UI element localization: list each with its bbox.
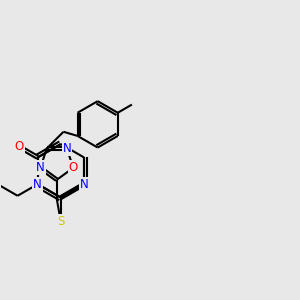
Text: N: N [33, 178, 42, 191]
Text: O: O [69, 161, 78, 174]
Text: N: N [63, 142, 71, 155]
Text: N: N [80, 178, 88, 191]
Text: N: N [36, 161, 45, 174]
Text: S: S [57, 215, 64, 228]
Text: O: O [14, 140, 24, 153]
